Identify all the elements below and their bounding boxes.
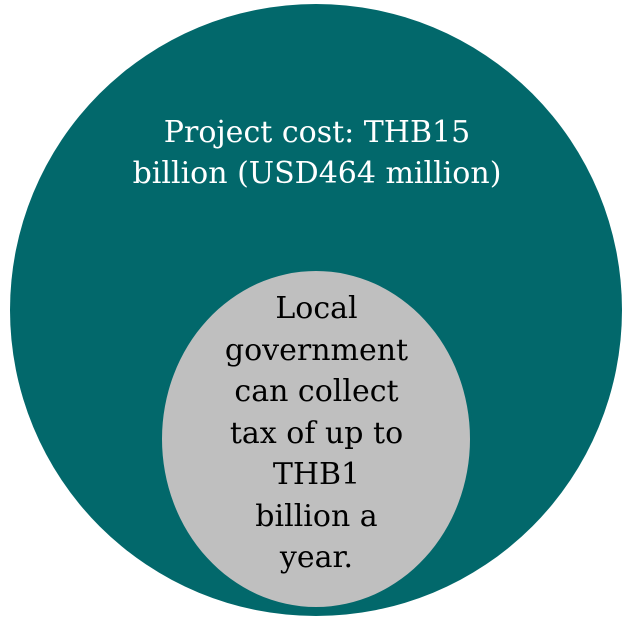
local-tax-circle [159,268,473,610]
project-cost-label: Project cost: THB15 billion (USD464 mill… [132,115,502,191]
local-tax-label: Local government can collect tax of up t… [224,291,409,575]
